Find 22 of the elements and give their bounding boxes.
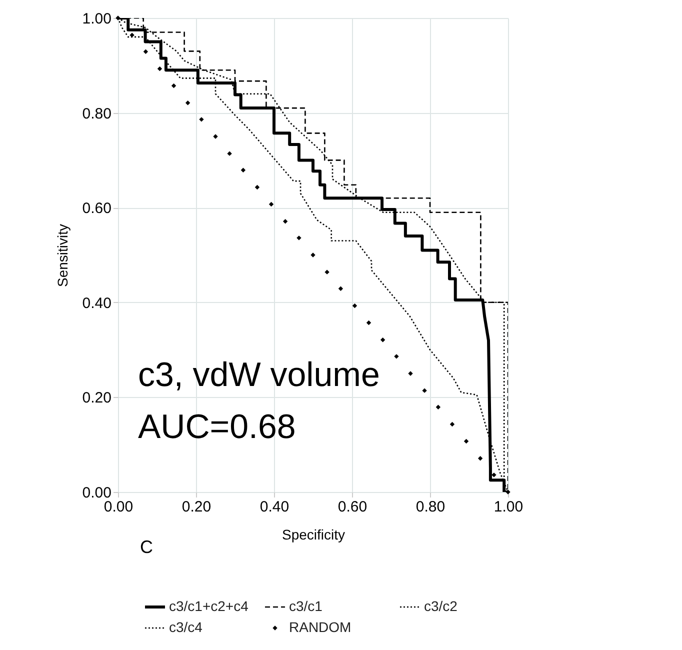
x-axis-title: Specificity: [282, 526, 346, 542]
text: C: [140, 537, 153, 557]
y-tick-label: 0.80: [82, 105, 112, 122]
y-tick-label: 1.00: [82, 10, 112, 28]
x-tick-label: 0.00: [104, 498, 134, 516]
legend-label: RANDOM: [289, 619, 352, 635]
x-tick-label: 0.20: [182, 498, 212, 516]
legend-label: c3/c1+c2+c4: [169, 598, 249, 614]
annotation: AUC=0.68: [138, 408, 296, 446]
y-tick-label: 0.60: [82, 200, 112, 218]
legend-label: c3/c4: [169, 619, 203, 635]
y-tick-label: 0.20: [82, 390, 112, 407]
annotation: c3, vdW volume: [138, 356, 380, 394]
legend-label: c3/c2: [424, 598, 458, 614]
x-tick-label: 0.40: [260, 498, 290, 516]
legend-label: c3/c1: [289, 598, 323, 614]
x-tick-label: 1.00: [494, 498, 524, 516]
y-tick-label: 0.40: [82, 294, 112, 312]
x-tick-label: 0.60: [338, 498, 368, 516]
y-axis-title: Sensitivity: [54, 224, 70, 288]
x-tick-label: 0.80: [416, 498, 446, 516]
y-tick-label: 0.00: [82, 484, 112, 502]
